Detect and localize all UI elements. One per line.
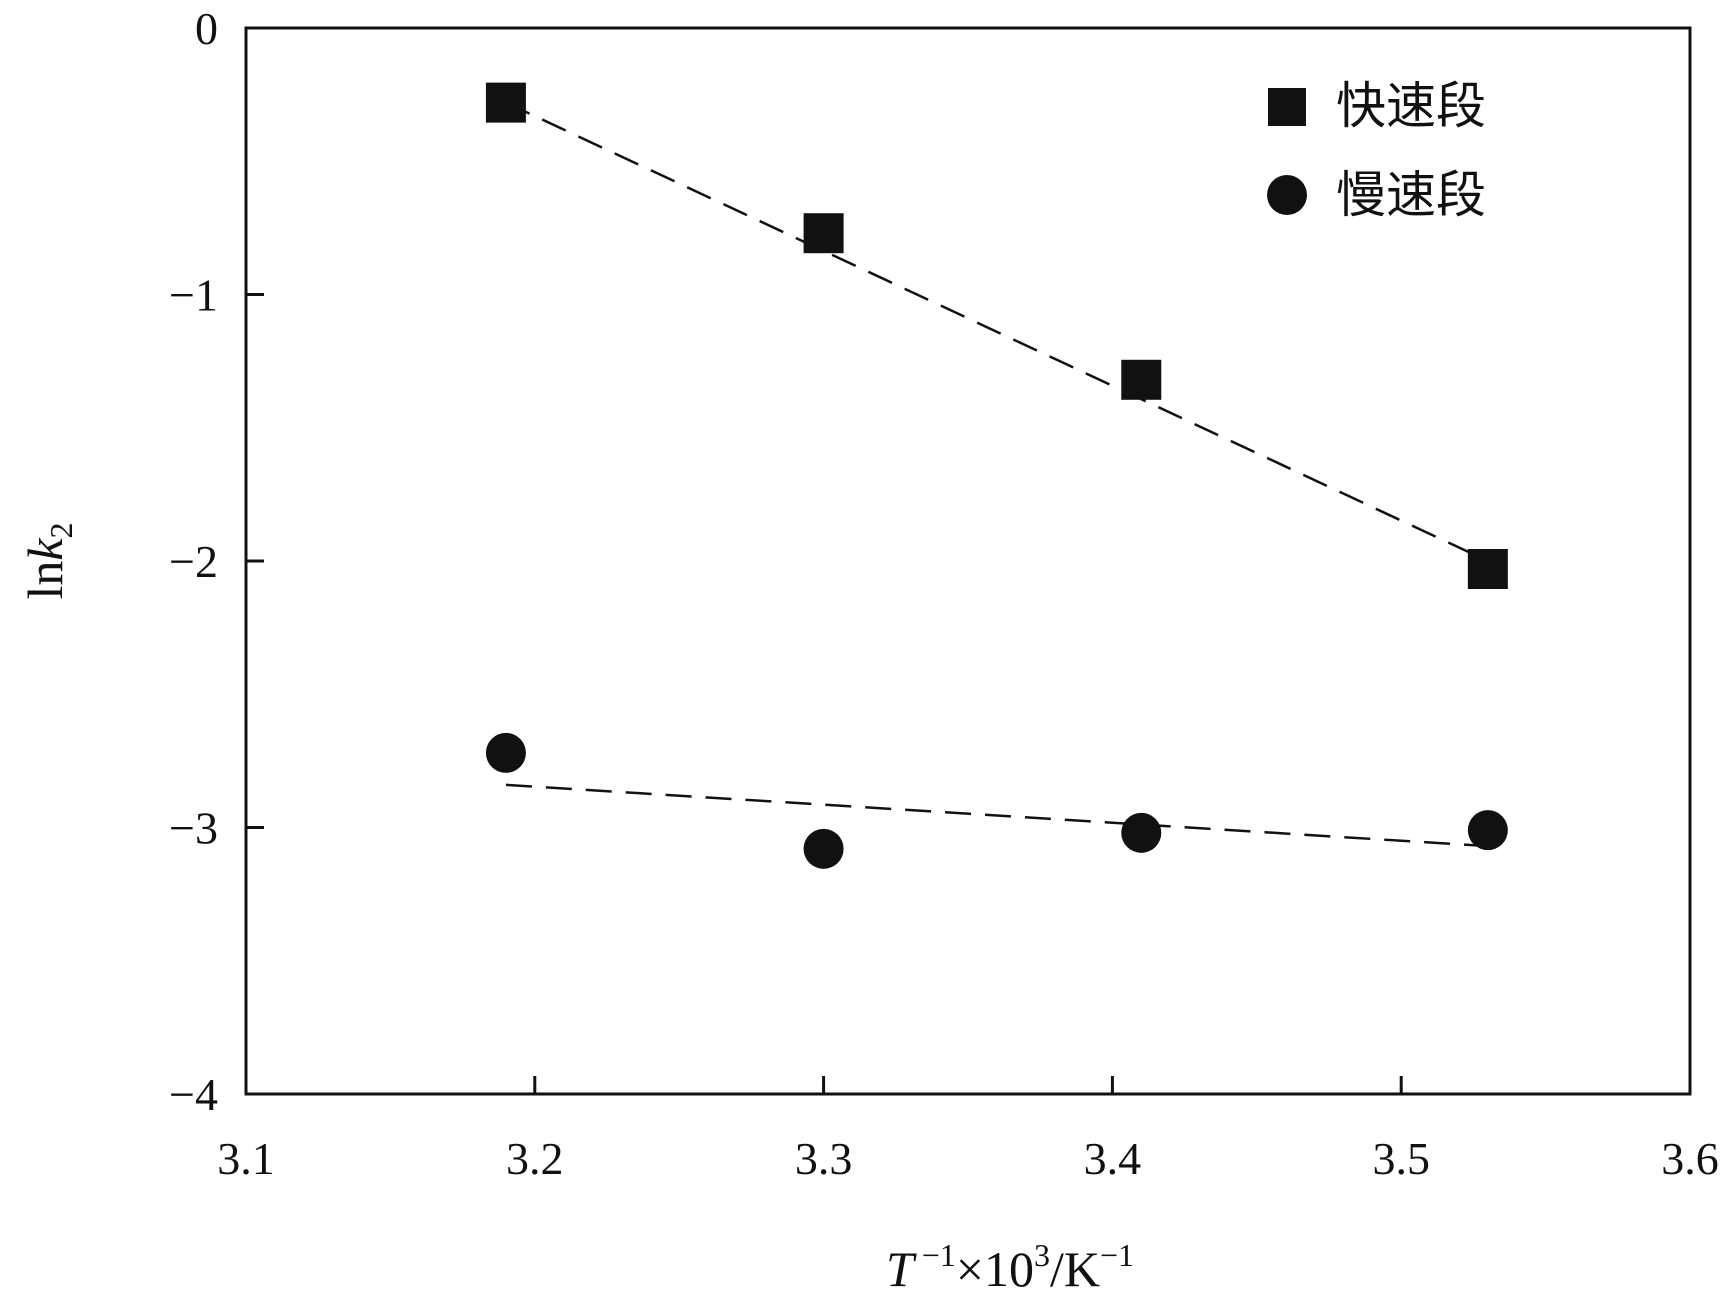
x-tick-label: 3.5 — [1372, 1133, 1430, 1184]
fast-stage-point — [1121, 359, 1162, 400]
slow-stage-point — [1121, 812, 1162, 853]
fit-line-fast — [505, 101, 1489, 563]
x-tick-label: 3.3 — [795, 1133, 853, 1184]
fast-stage-point — [485, 82, 526, 123]
x-axis-label: T −1×103/K−1 — [886, 1237, 1134, 1297]
x-tick-label: 3.4 — [1084, 1133, 1142, 1184]
slow-stage-point — [1467, 810, 1508, 851]
y-axis-label: lnk2 — [17, 522, 79, 599]
fit-lines — [505, 101, 1489, 848]
y-tick-label: −4 — [169, 1069, 218, 1120]
legend: 快速段 慢速段 — [1267, 77, 1486, 224]
legend-circle-marker — [1267, 175, 1307, 215]
x-tick-label: 3.6 — [1661, 1133, 1719, 1184]
y-axis-ticks: 0 −1 −2 −3 −4 — [169, 3, 264, 1120]
fit-line-slow — [505, 783, 1488, 848]
y-tick-label: 0 — [195, 3, 218, 54]
x-tick-label: 3.2 — [506, 1133, 564, 1184]
legend-square-marker — [1268, 88, 1306, 126]
slow-stage-point — [485, 732, 526, 773]
y-tick-label: −3 — [169, 803, 218, 854]
legend-label-slow: 慢速段 — [1336, 166, 1486, 224]
y-tick-label: −1 — [169, 270, 218, 321]
fast-stage-point — [1467, 548, 1508, 589]
data-marks — [485, 82, 1508, 869]
x-tick-label: 3.1 — [217, 1133, 275, 1184]
fast-stage-point — [803, 213, 844, 254]
x-axis-ticks: 3.1 3.2 3.3 3.4 3.5 3.6 — [217, 1076, 1719, 1184]
slow-stage-point — [803, 828, 844, 869]
y-tick-label: −2 — [169, 536, 218, 587]
legend-label-fast: 快速段 — [1336, 77, 1486, 135]
